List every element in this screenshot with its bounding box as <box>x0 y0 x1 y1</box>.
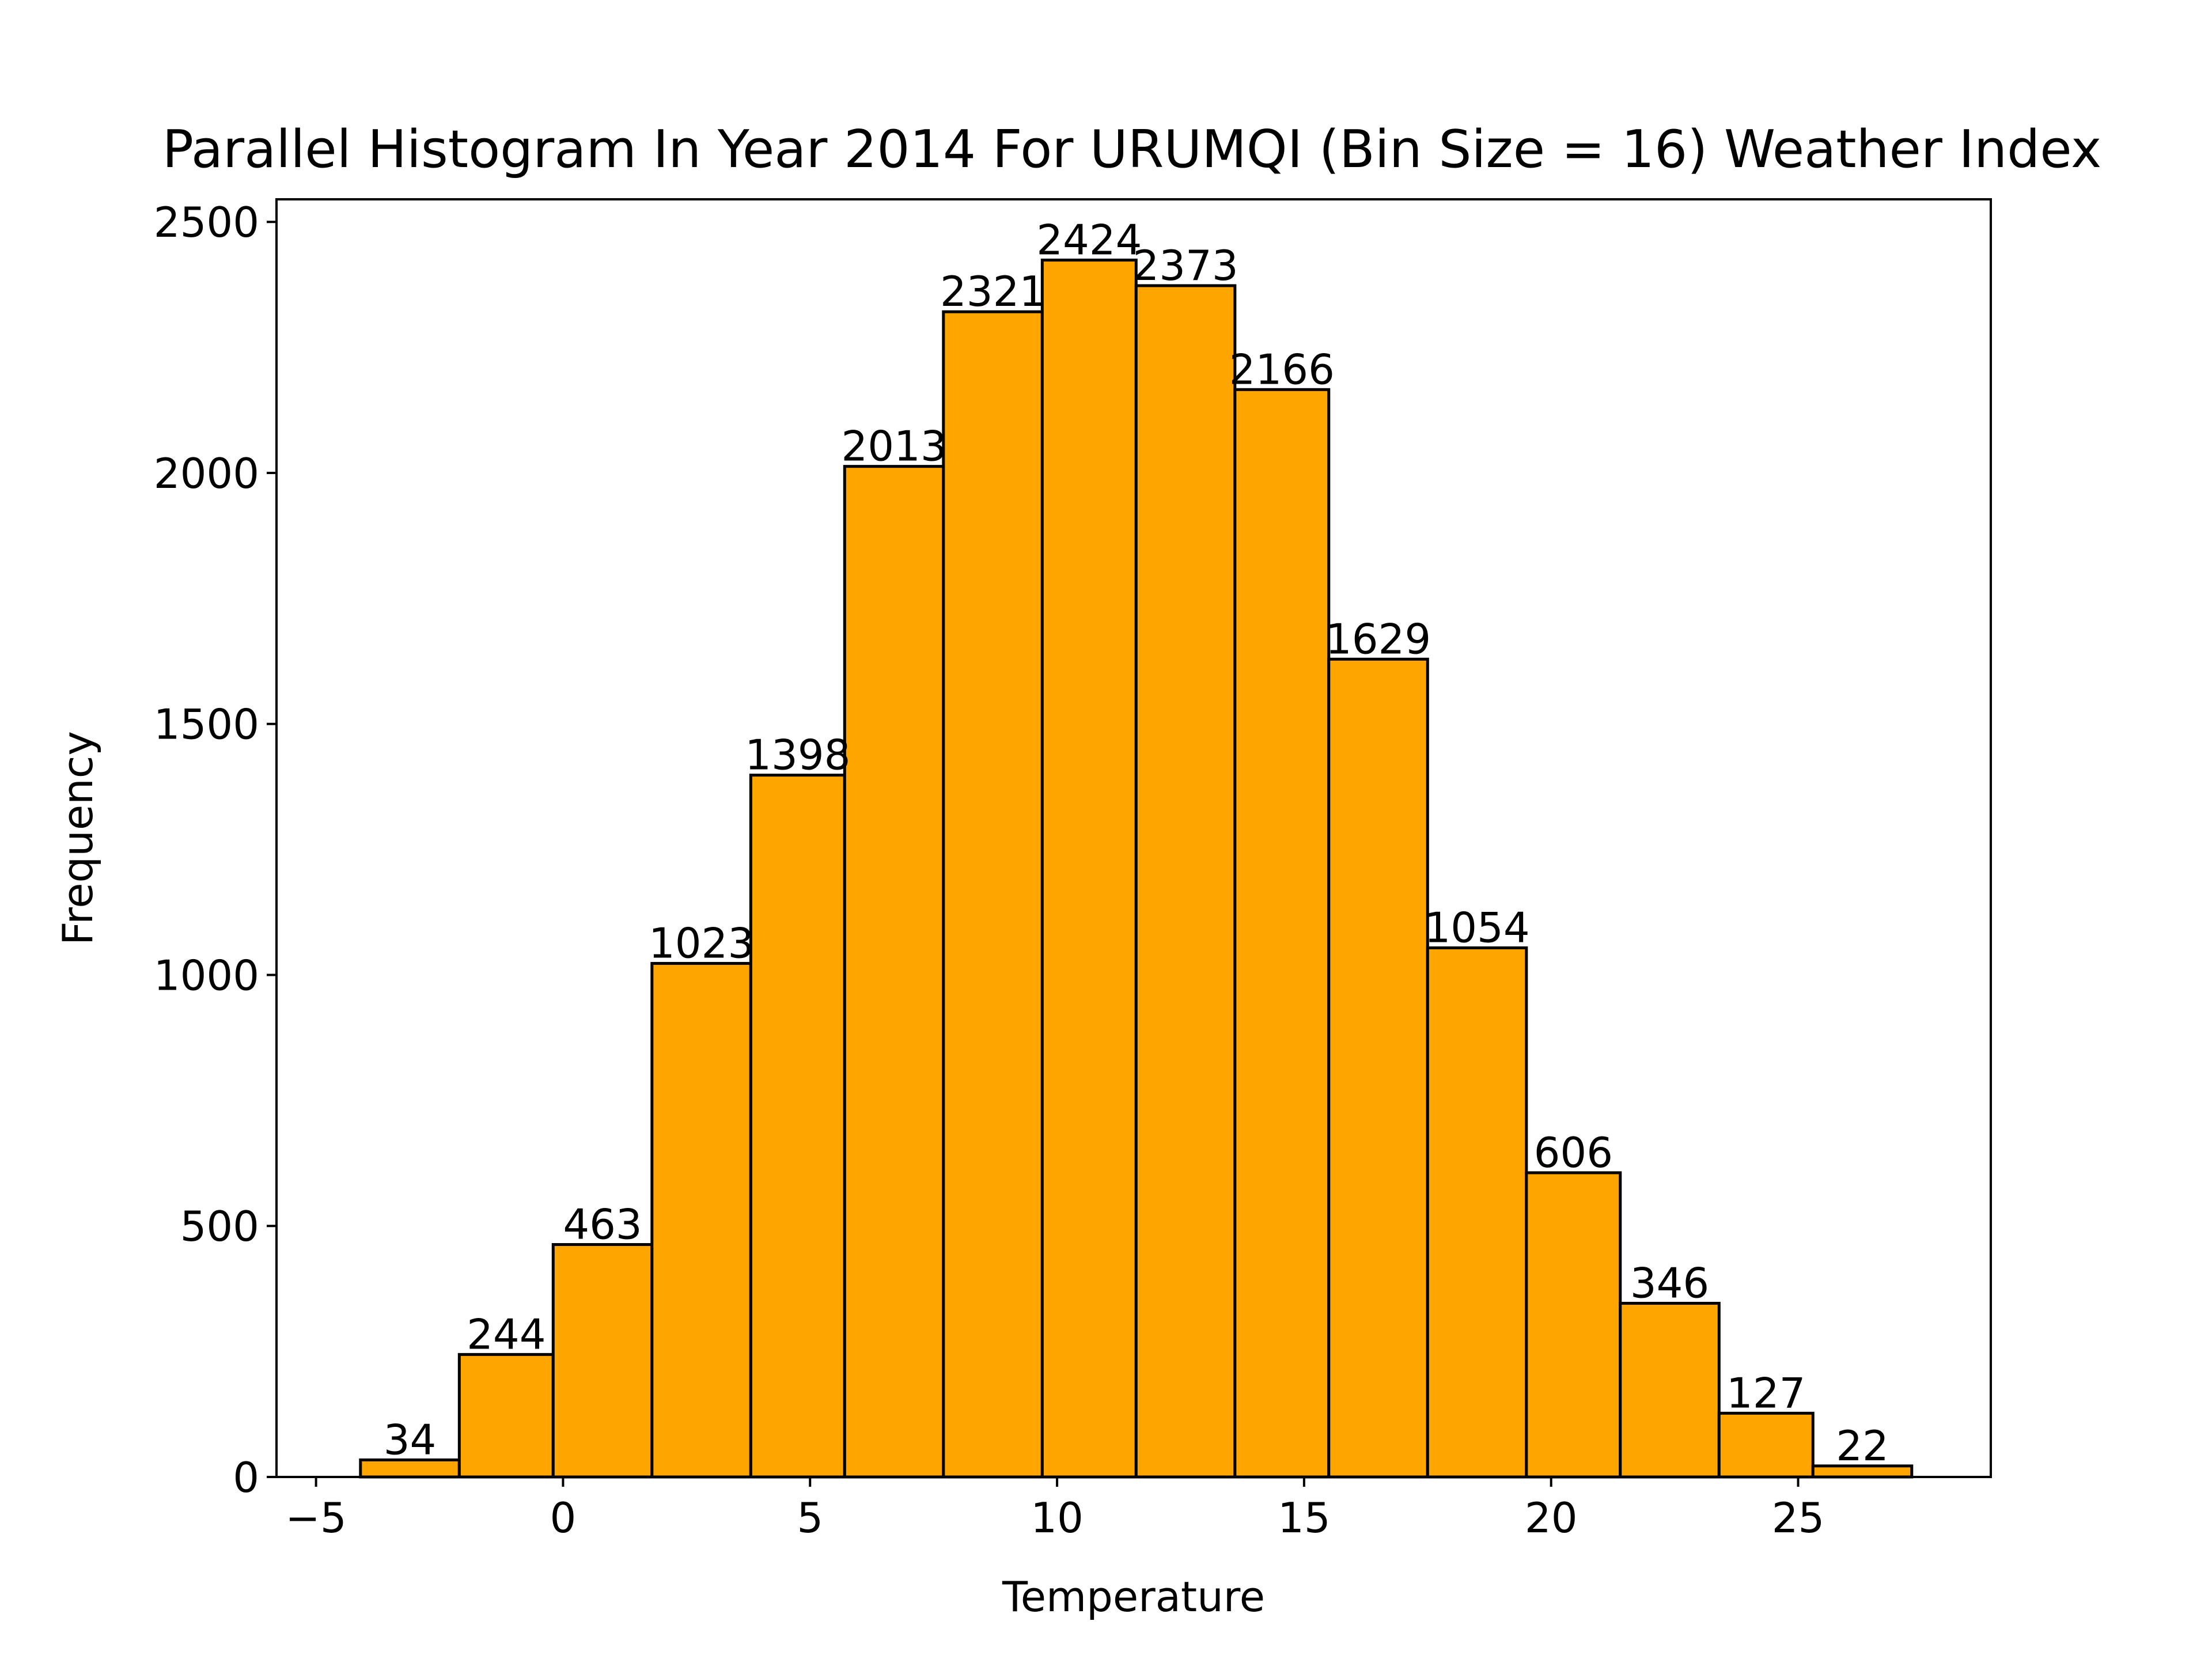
bar-value-label: 2166 <box>1229 345 1335 393</box>
x-axis-ticks: −5 0 5 10 15 20 25 <box>286 1477 1825 1542</box>
histogram-bar <box>843 465 945 1479</box>
x-tick-label: 0 <box>550 1494 577 1542</box>
x-tick-label: 25 <box>1772 1494 1825 1542</box>
x-axis-label: Temperature <box>1002 1573 1265 1621</box>
bar-value-label: 2424 <box>1036 215 1142 264</box>
x-tick-label: 20 <box>1525 1494 1578 1542</box>
bars <box>359 258 1914 1479</box>
bar-value-label: 346 <box>1630 1259 1709 1307</box>
histogram-bar <box>1525 1171 1622 1479</box>
bar-value-label: 2013 <box>841 422 946 471</box>
y-tick-label: 1000 <box>154 951 259 999</box>
bar-value-label: 463 <box>563 1200 642 1248</box>
bar-value-label: 127 <box>1726 1369 1805 1417</box>
y-tick-label: 2000 <box>154 449 259 498</box>
histogram-bar <box>942 310 1044 1479</box>
histogram-bar <box>1619 1301 1721 1479</box>
histogram-bar <box>1327 657 1429 1479</box>
y-tick-label: 500 <box>180 1202 259 1251</box>
histogram-bar <box>551 1243 654 1479</box>
y-tick-label: 1500 <box>154 700 259 749</box>
bar-value-label: 1629 <box>1325 615 1431 663</box>
bar-value-label: 244 <box>467 1310 546 1358</box>
y-tick-label: 2500 <box>154 198 259 247</box>
y-axis-ticks: 0 500 1000 1500 2000 2500 <box>154 198 276 1502</box>
x-tick-label: 15 <box>1278 1494 1331 1542</box>
histogram-bar <box>1040 258 1138 1479</box>
y-axis-label: Frequency <box>54 731 102 945</box>
x-tick-label: −5 <box>286 1494 347 1542</box>
chart-title: Parallel Histogram In Year 2014 For URUM… <box>162 119 2102 180</box>
x-tick-label: 10 <box>1031 1494 1084 1542</box>
histogram-bar <box>1426 946 1528 1479</box>
bar-value-label: 1398 <box>745 731 850 779</box>
histogram-bar <box>749 774 846 1479</box>
y-tick-label: 0 <box>233 1453 259 1502</box>
bar-value-label: 1054 <box>1424 903 1529 952</box>
histogram-bar <box>1717 1411 1815 1479</box>
bar-value-label: 2321 <box>940 267 1046 316</box>
bar-value-label: 1023 <box>649 919 754 967</box>
histogram-bar <box>650 961 752 1479</box>
bar-value-label: 22 <box>1836 1422 1889 1470</box>
x-tick-label: 5 <box>797 1494 823 1542</box>
histogram-bar <box>1134 284 1237 1479</box>
plot-frame <box>275 198 1992 1478</box>
bar-value-label: 34 <box>384 1415 437 1464</box>
histogram-bar <box>1233 388 1331 1479</box>
histogram-bar <box>457 1353 555 1479</box>
bar-value-label: 2373 <box>1132 241 1238 290</box>
bar-value-label: 606 <box>1534 1128 1613 1177</box>
